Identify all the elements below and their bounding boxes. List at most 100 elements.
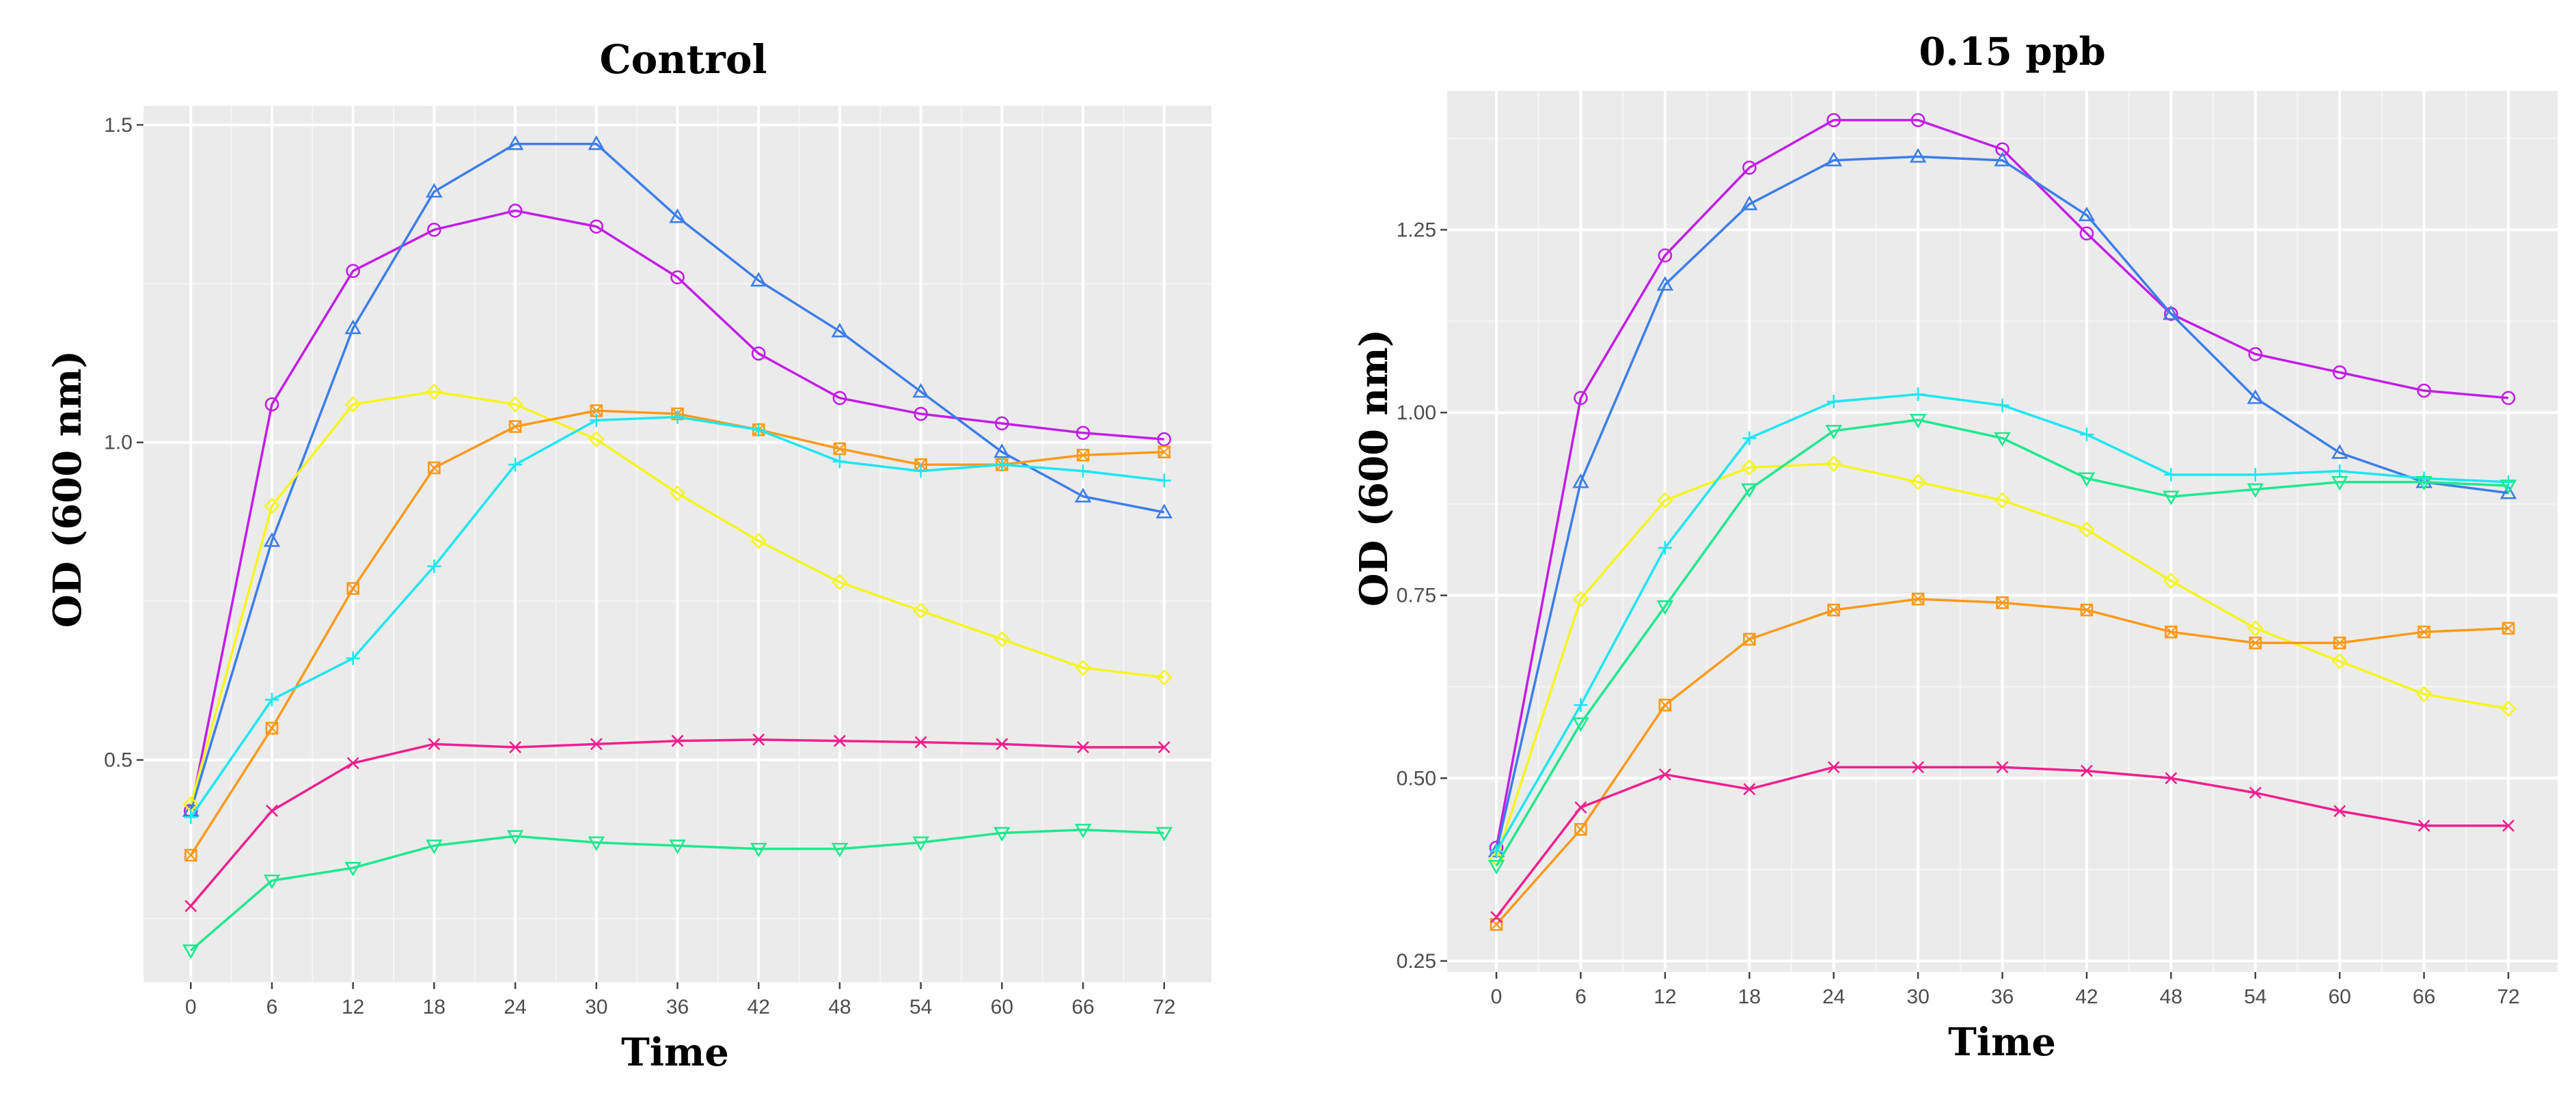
data-point <box>427 559 441 574</box>
marker-box <box>1827 603 1840 617</box>
data-point <box>1074 488 1092 503</box>
data-point <box>1741 195 1758 210</box>
x-tick-label: 66 <box>1071 996 1094 1018</box>
x-axis-label: Time <box>621 1030 729 1075</box>
marker-box <box>346 582 359 595</box>
data-point <box>2248 347 2263 361</box>
x-tick-label: 12 <box>1654 986 1676 1008</box>
data-point <box>588 431 605 447</box>
series-yellow-diamond <box>182 383 1173 813</box>
data-point <box>2163 490 2180 505</box>
series-line <box>1495 155 2509 852</box>
data-point <box>1656 276 1674 291</box>
data-point <box>1741 459 1758 476</box>
data-point <box>2331 444 2348 459</box>
data-point <box>834 734 846 747</box>
marker-cross <box>1996 596 2009 609</box>
data-point <box>426 182 443 198</box>
data-point <box>996 738 1009 751</box>
data-point <box>912 602 929 619</box>
data-point <box>2079 428 2094 442</box>
data-point <box>2249 786 2262 799</box>
marker-cross <box>1743 633 1756 645</box>
data-point <box>1076 464 1091 478</box>
marker-cross <box>1659 699 1671 712</box>
y-tick-label: 0.50 <box>1397 767 1436 790</box>
marker-box <box>428 461 441 475</box>
series-line <box>1495 462 2509 859</box>
data-point <box>1077 741 1089 753</box>
data-point <box>1827 761 1840 774</box>
data-point <box>344 396 361 413</box>
data-point <box>752 423 766 437</box>
data-point <box>669 485 686 501</box>
data-point <box>1489 844 1503 859</box>
x-tick-label: 36 <box>666 996 689 1018</box>
data-point <box>588 836 605 852</box>
data-point <box>750 533 767 549</box>
data-point <box>914 406 928 421</box>
data-point <box>2078 472 2096 488</box>
x-tick-label: 42 <box>2075 986 2098 1008</box>
marker-cross <box>1574 823 1587 836</box>
y-axis-label: OD (600 nm) <box>1352 329 1397 607</box>
data-point <box>2078 206 2096 221</box>
data-point <box>1741 483 1758 499</box>
data-point <box>1658 541 1672 555</box>
marker-cross <box>2165 626 2178 638</box>
data-point <box>2247 483 2264 499</box>
data-point <box>346 582 359 595</box>
marker-cross <box>2081 604 2093 616</box>
data-point <box>1656 600 1674 615</box>
data-point <box>507 396 523 413</box>
data-point <box>1488 859 1505 875</box>
data-point <box>2163 305 2180 320</box>
x-tick-label: 24 <box>504 996 526 1018</box>
marker-box <box>2165 625 2178 639</box>
data-point <box>912 382 929 398</box>
ppb-chart: 0.25 0.50 0.75 1.00 1.25 0 6 12 18 24 30 36 42 48 54 60… <box>1352 29 2558 1065</box>
marker-cross <box>346 582 359 595</box>
x-tick-label: 60 <box>2328 986 2351 1008</box>
data-point <box>1825 152 1842 167</box>
data-point <box>914 736 927 749</box>
data-point <box>184 848 197 862</box>
marker-box <box>2333 636 2346 650</box>
series-green-down-triangle <box>182 824 1173 960</box>
data-point <box>994 826 1011 842</box>
data-point <box>994 631 1011 648</box>
data-point <box>266 805 278 817</box>
data-point <box>346 651 360 665</box>
series-line <box>1495 119 2509 848</box>
marker-box <box>1157 445 1171 458</box>
data-point <box>506 135 524 150</box>
data-point <box>426 839 443 854</box>
data-point <box>914 464 928 478</box>
marker-cross <box>266 722 278 734</box>
x-tick-label: 60 <box>991 996 1013 1018</box>
y-tick-label: 1.25 <box>1397 219 1436 241</box>
marker-cross <box>1912 593 1924 605</box>
data-point <box>752 733 765 746</box>
series-layer <box>182 135 1173 960</box>
series-line <box>190 829 1164 951</box>
data-point <box>1994 492 2011 509</box>
data-point <box>1572 717 1589 732</box>
marker-cross <box>1077 449 1089 462</box>
tick-layer: 0.25 0.50 0.75 1.00 1.25 0 6 12 18 24 30 36 42 48 54 60… <box>1397 219 2520 1008</box>
data-point <box>508 458 523 472</box>
data-point <box>346 757 359 770</box>
grid <box>1447 91 2558 972</box>
data-point <box>346 264 360 279</box>
data-point <box>590 738 603 751</box>
y-axis-label: OD (600 nm) <box>45 350 90 628</box>
data-point <box>1996 596 2009 609</box>
data-point <box>1995 142 2010 156</box>
data-point <box>833 442 847 456</box>
data-point <box>2499 479 2517 495</box>
data-point <box>2164 468 2178 482</box>
data-point <box>1742 632 1756 646</box>
data-point <box>506 830 524 845</box>
x-tick-label: 66 <box>2413 986 2435 1008</box>
